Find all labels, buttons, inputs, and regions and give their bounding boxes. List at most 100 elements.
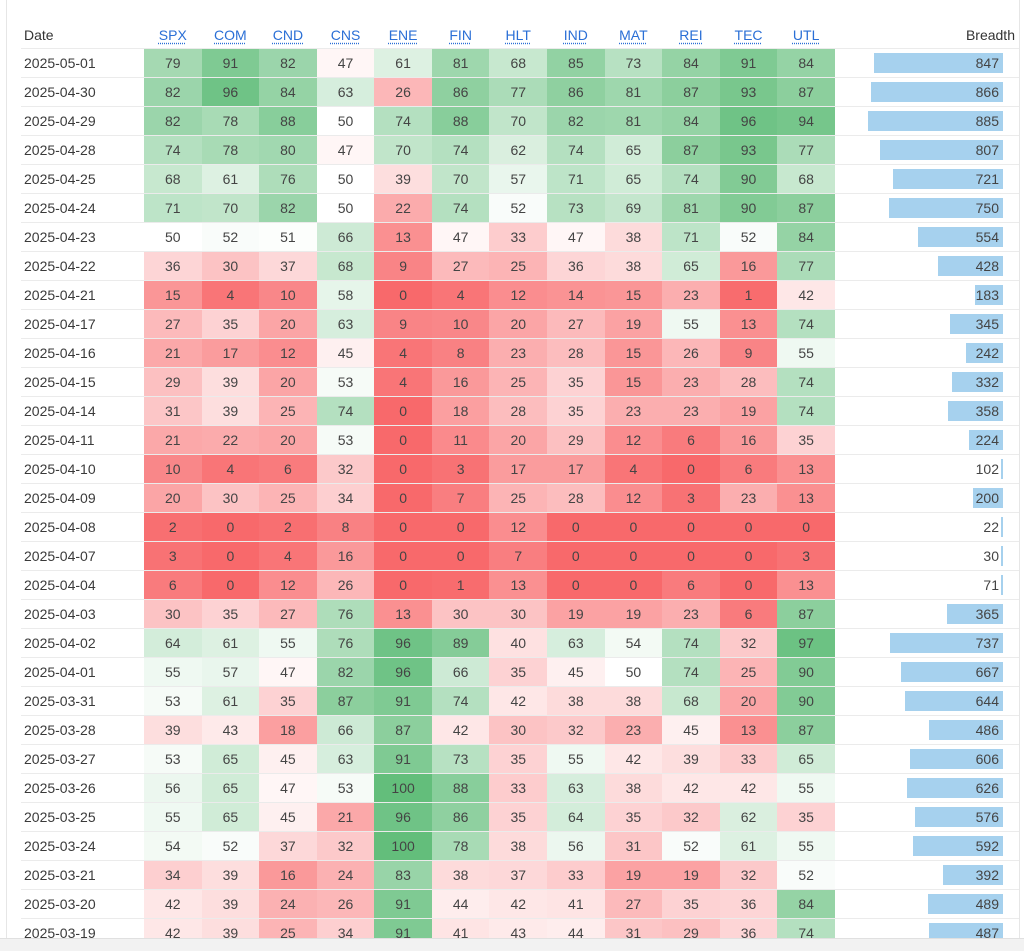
column-header-ind[interactable]: IND xyxy=(547,22,605,49)
column-header-label[interactable]: IND xyxy=(563,27,588,43)
heatmap-cell-com: 57 xyxy=(201,657,260,687)
heatmap-cell-fin: 74 xyxy=(431,193,490,223)
heatmap-cell-cns: 8 xyxy=(316,512,375,542)
breadth-value: 721 xyxy=(975,171,999,187)
table-row: 2025-04-29 82 78 88 50 74 88 70 82 81 84 96 94 885 xyxy=(21,106,1019,136)
horizontal-scrollbar[interactable] xyxy=(0,938,1024,951)
heatmap-cell-spx: 82 xyxy=(143,77,202,107)
heatmap-cell-fin: 74 xyxy=(431,686,490,716)
heatmap-cell-ind: 19 xyxy=(547,599,605,629)
row-date: 2025-04-17 xyxy=(24,316,96,332)
column-header-rei[interactable]: REI xyxy=(662,22,720,49)
heatmap-cell-hlt: 35 xyxy=(489,802,548,832)
breadth-bar xyxy=(948,401,1003,421)
column-header-label[interactable]: MAT xyxy=(619,27,648,43)
heatmap-cell-cns: 58 xyxy=(316,280,375,310)
heatmap-cell-tec: 13 xyxy=(719,309,778,339)
breadth-value: 847 xyxy=(975,55,999,71)
heatmap-cell-ind: 28 xyxy=(547,483,605,513)
breadth-bar xyxy=(950,314,1003,334)
breadth-bar xyxy=(928,894,1003,914)
table-row: 2025-04-08 2 0 2 8 0 0 12 0 0 0 0 0 22 xyxy=(21,512,1019,542)
heatmap-cell-rei: 0 xyxy=(662,512,720,542)
heatmap-cell-tec: 6 xyxy=(719,454,778,484)
column-header-hlt[interactable]: HLT xyxy=(489,22,547,49)
heatmap-cell-ind: 47 xyxy=(547,222,605,252)
heatmap-cell-cnd: 12 xyxy=(259,570,317,600)
column-header-label[interactable]: TEC xyxy=(734,27,763,43)
heatmap-cell-rei: 65 xyxy=(662,251,720,281)
breadth-value: 358 xyxy=(975,403,999,419)
heatmap-cell-fin: 42 xyxy=(431,715,490,745)
column-header-com[interactable]: COM xyxy=(202,22,260,49)
heatmap-cell-spx: 54 xyxy=(143,831,202,861)
column-header-label[interactable]: CND xyxy=(272,27,304,43)
heatmap-cell-spx: 50 xyxy=(143,222,202,252)
heatmap-cell-mat: 35 xyxy=(604,802,663,832)
column-header-fin[interactable]: FIN xyxy=(432,22,490,49)
heatmap-cell-spx: 68 xyxy=(143,164,202,194)
heatmap-cell-tec: 19 xyxy=(719,396,778,426)
column-header-label[interactable]: ENE xyxy=(388,27,418,43)
column-header-label[interactable]: CNS xyxy=(330,27,361,43)
heatmap-cell-tec: 0 xyxy=(719,541,778,571)
heatmap-cell-ene: 91 xyxy=(374,744,432,774)
breadth-bar xyxy=(1001,459,1003,479)
column-header-label[interactable]: REI xyxy=(679,27,703,43)
heatmap-cell-cnd: 51 xyxy=(259,222,317,252)
column-header-cns[interactable]: CNS xyxy=(317,22,375,49)
heatmap-cell-rei: 74 xyxy=(662,628,720,658)
heatmap-cell-fin: 74 xyxy=(431,135,490,165)
breadth-cell: 71 xyxy=(835,571,1019,600)
table-row: 2025-04-25 68 61 76 50 39 70 57 71 65 74 90 68 721 xyxy=(21,164,1019,194)
breadth-cell: 847 xyxy=(835,49,1019,78)
heatmap-cell-hlt: 20 xyxy=(489,309,548,339)
heatmap-cell-hlt: 12 xyxy=(489,280,548,310)
heatmap-cell-mat: 42 xyxy=(604,744,663,774)
breadth-value: 644 xyxy=(975,693,999,709)
heatmap-cell-ind: 71 xyxy=(547,164,605,194)
heatmap-cell-cns: 34 xyxy=(316,483,375,513)
breadth-bar xyxy=(972,488,1003,508)
column-header-label[interactable]: COM xyxy=(214,27,247,43)
heatmap-cell-hlt: 42 xyxy=(489,686,548,716)
column-header-tec[interactable]: TEC xyxy=(720,22,778,49)
heatmap-cell-ind: 0 xyxy=(547,512,605,542)
table-row: 2025-04-04 6 0 12 26 0 1 13 0 0 6 0 13 71 xyxy=(21,570,1019,600)
column-header-label[interactable]: FIN xyxy=(449,27,472,43)
column-header-ene[interactable]: ENE xyxy=(374,22,432,49)
column-header-label[interactable]: SPX xyxy=(158,27,187,43)
breadth-value: 242 xyxy=(975,345,999,361)
breadth-cell: 392 xyxy=(835,861,1019,890)
row-date: 2025-04-08 xyxy=(24,519,96,535)
heatmap-cell-mat: 38 xyxy=(604,686,663,716)
column-header-utl[interactable]: UTL xyxy=(777,22,835,49)
heatmap-cell-cns: 47 xyxy=(316,48,375,78)
breadth-cell: 345 xyxy=(835,310,1019,339)
row-date: 2025-04-02 xyxy=(24,635,96,651)
heatmap-cell-rei: 84 xyxy=(662,106,720,136)
heatmap-cell-spx: 53 xyxy=(143,686,202,716)
column-header-label[interactable]: HLT xyxy=(505,27,531,43)
heatmap-cell-mat: 81 xyxy=(604,77,663,107)
heatmap-cell-utl: 52 xyxy=(777,860,835,890)
row-date: 2025-04-16 xyxy=(24,345,96,361)
heatmap-cell-cnd: 12 xyxy=(259,338,317,368)
breadth-bar xyxy=(975,285,1003,305)
column-header-label[interactable]: UTL xyxy=(792,27,820,43)
heatmap-cell-fin: 10 xyxy=(431,309,490,339)
column-header-spx[interactable]: SPX xyxy=(144,22,202,49)
row-date: 2025-04-23 xyxy=(24,229,96,245)
heatmap-cell-tec: 20 xyxy=(719,686,778,716)
row-date: 2025-04-24 xyxy=(24,200,96,216)
column-header-cnd[interactable]: CND xyxy=(259,22,317,49)
heatmap-cell-rei: 32 xyxy=(662,802,720,832)
row-date: 2025-04-29 xyxy=(24,113,96,129)
table-row: 2025-04-01 55 57 47 82 96 66 35 45 50 74 25 90 667 xyxy=(21,657,1019,687)
heatmap-cell-ind: 63 xyxy=(547,773,605,803)
row-date: 2025-04-22 xyxy=(24,258,96,274)
heatmap-cell-hlt: 77 xyxy=(489,77,548,107)
breadth-bar xyxy=(901,662,1003,682)
column-header-mat[interactable]: MAT xyxy=(605,22,663,49)
heatmap-cell-rei: 6 xyxy=(662,570,720,600)
